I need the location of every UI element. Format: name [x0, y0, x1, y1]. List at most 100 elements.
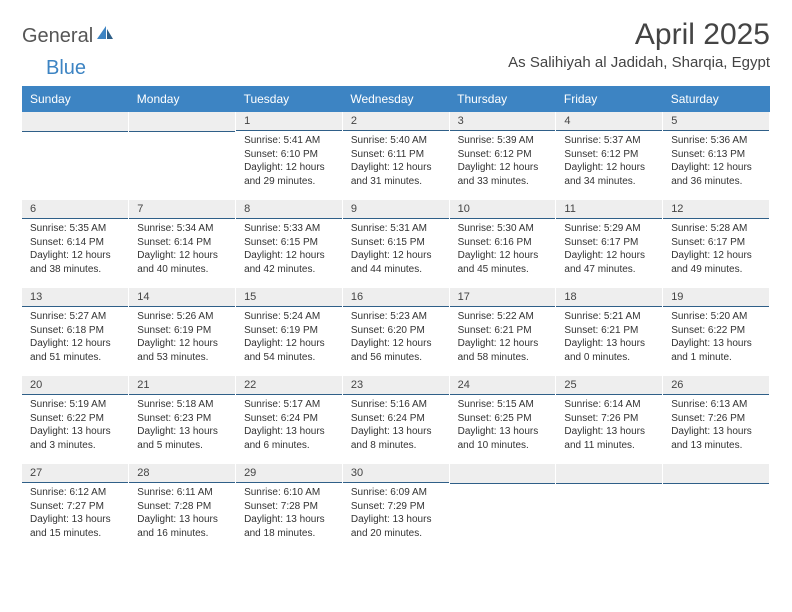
day-number-bar: 27	[22, 464, 128, 483]
day-number-bar: 25	[556, 376, 662, 395]
daylight-line: Daylight: 13 hours and 15 minutes.	[30, 513, 120, 540]
weekday-header: Tuesday	[236, 86, 343, 112]
title-block: April 2025 As Salihiyah al Jadidah, Shar…	[508, 18, 770, 71]
sunrise-line: Sunrise: 6:11 AM	[137, 486, 227, 500]
daylight-line: Daylight: 13 hours and 0 minutes.	[564, 337, 654, 364]
day-detail: Sunrise: 5:18 AMSunset: 6:23 PMDaylight:…	[129, 395, 235, 456]
day-number-bar: 1	[236, 112, 342, 131]
sunset-line: Sunset: 6:13 PM	[671, 148, 761, 162]
day-number-bar: 30	[343, 464, 449, 483]
sunset-line: Sunset: 6:25 PM	[458, 412, 548, 426]
day-detail: Sunrise: 5:22 AMSunset: 6:21 PMDaylight:…	[450, 307, 556, 368]
sunrise-line: Sunrise: 5:17 AM	[244, 398, 334, 412]
daylight-line: Daylight: 12 hours and 42 minutes.	[244, 249, 334, 276]
calendar-cell: 9Sunrise: 5:31 AMSunset: 6:15 PMDaylight…	[342, 200, 449, 288]
day-number-bar: 7	[129, 200, 235, 219]
sunrise-line: Sunrise: 5:22 AM	[458, 310, 548, 324]
daylight-line: Daylight: 12 hours and 29 minutes.	[244, 161, 334, 188]
day-detail: Sunrise: 6:11 AMSunset: 7:28 PMDaylight:…	[129, 483, 235, 544]
calendar-cell: 14Sunrise: 5:26 AMSunset: 6:19 PMDayligh…	[129, 288, 236, 376]
calendar-cell: 22Sunrise: 5:17 AMSunset: 6:24 PMDayligh…	[236, 376, 343, 464]
day-number-bar: 15	[236, 288, 342, 307]
sunrise-line: Sunrise: 5:34 AM	[137, 222, 227, 236]
sunset-line: Sunset: 6:15 PM	[244, 236, 334, 250]
weekday-header: Friday	[556, 86, 663, 112]
weekday-header: Monday	[129, 86, 236, 112]
day-number-bar: 6	[22, 200, 128, 219]
daylight-line: Daylight: 12 hours and 36 minutes.	[671, 161, 761, 188]
daylight-line: Daylight: 12 hours and 47 minutes.	[564, 249, 654, 276]
calendar-cell: 13Sunrise: 5:27 AMSunset: 6:18 PMDayligh…	[22, 288, 129, 376]
day-detail: Sunrise: 5:31 AMSunset: 6:15 PMDaylight:…	[343, 219, 449, 280]
calendar-cell-empty	[129, 112, 236, 200]
sunset-line: Sunset: 6:19 PM	[137, 324, 227, 338]
day-detail: Sunrise: 5:28 AMSunset: 6:17 PMDaylight:…	[663, 219, 769, 280]
day-detail	[450, 484, 556, 491]
sunset-line: Sunset: 6:21 PM	[564, 324, 654, 338]
daylight-line: Daylight: 12 hours and 44 minutes.	[351, 249, 441, 276]
calendar-row: 27Sunrise: 6:12 AMSunset: 7:27 PMDayligh…	[22, 464, 770, 552]
daylight-line: Daylight: 12 hours and 33 minutes.	[458, 161, 548, 188]
weekday-header: Saturday	[663, 86, 770, 112]
brand-logo: General	[22, 24, 117, 48]
weekday-header: Wednesday	[342, 86, 449, 112]
day-detail: Sunrise: 5:33 AMSunset: 6:15 PMDaylight:…	[236, 219, 342, 280]
day-detail: Sunrise: 5:23 AMSunset: 6:20 PMDaylight:…	[343, 307, 449, 368]
daylight-line: Daylight: 13 hours and 16 minutes.	[137, 513, 227, 540]
daylight-line: Daylight: 12 hours and 40 minutes.	[137, 249, 227, 276]
day-number-bar	[663, 464, 769, 484]
day-number-bar: 21	[129, 376, 235, 395]
sunset-line: Sunset: 6:14 PM	[30, 236, 120, 250]
brand-general: General	[22, 25, 93, 48]
daylight-line: Daylight: 12 hours and 56 minutes.	[351, 337, 441, 364]
calendar-row: 1Sunrise: 5:41 AMSunset: 6:10 PMDaylight…	[22, 112, 770, 200]
sunrise-line: Sunrise: 5:18 AM	[137, 398, 227, 412]
day-detail	[663, 484, 769, 491]
calendar-cell: 28Sunrise: 6:11 AMSunset: 7:28 PMDayligh…	[129, 464, 236, 552]
sunset-line: Sunset: 6:15 PM	[351, 236, 441, 250]
day-number-bar	[22, 112, 128, 132]
sunrise-line: Sunrise: 5:27 AM	[30, 310, 120, 324]
sunset-line: Sunset: 6:19 PM	[244, 324, 334, 338]
sunset-line: Sunset: 6:22 PM	[671, 324, 761, 338]
sunset-line: Sunset: 7:26 PM	[671, 412, 761, 426]
weekday-header: Thursday	[449, 86, 556, 112]
sunrise-line: Sunrise: 6:14 AM	[564, 398, 654, 412]
sunset-line: Sunset: 6:16 PM	[458, 236, 548, 250]
day-number-bar: 13	[22, 288, 128, 307]
sunset-line: Sunset: 7:28 PM	[137, 500, 227, 514]
calendar-cell: 29Sunrise: 6:10 AMSunset: 7:28 PMDayligh…	[236, 464, 343, 552]
day-number-bar: 11	[556, 200, 662, 219]
day-number-bar	[129, 112, 235, 132]
day-number-bar: 19	[663, 288, 769, 307]
day-number-bar: 3	[450, 112, 556, 131]
day-number-bar: 17	[450, 288, 556, 307]
day-number-bar: 20	[22, 376, 128, 395]
day-detail: Sunrise: 5:39 AMSunset: 6:12 PMDaylight:…	[450, 131, 556, 192]
sunrise-line: Sunrise: 5:15 AM	[458, 398, 548, 412]
calendar-cell: 5Sunrise: 5:36 AMSunset: 6:13 PMDaylight…	[663, 112, 770, 200]
calendar-cell: 21Sunrise: 5:18 AMSunset: 6:23 PMDayligh…	[129, 376, 236, 464]
day-number-bar: 29	[236, 464, 342, 483]
sunset-line: Sunset: 6:18 PM	[30, 324, 120, 338]
sunset-line: Sunset: 6:24 PM	[244, 412, 334, 426]
brand-blue: Blue	[46, 57, 86, 80]
day-detail: Sunrise: 5:21 AMSunset: 6:21 PMDaylight:…	[556, 307, 662, 368]
calendar-cell: 19Sunrise: 5:20 AMSunset: 6:22 PMDayligh…	[663, 288, 770, 376]
calendar-cell: 2Sunrise: 5:40 AMSunset: 6:11 PMDaylight…	[342, 112, 449, 200]
daylight-line: Daylight: 12 hours and 45 minutes.	[458, 249, 548, 276]
sunrise-line: Sunrise: 5:30 AM	[458, 222, 548, 236]
day-detail	[556, 484, 662, 491]
daylight-line: Daylight: 13 hours and 11 minutes.	[564, 425, 654, 452]
sunrise-line: Sunrise: 5:37 AM	[564, 134, 654, 148]
calendar-cell-empty	[663, 464, 770, 552]
daylight-line: Daylight: 13 hours and 18 minutes.	[244, 513, 334, 540]
day-detail	[129, 132, 235, 139]
sunset-line: Sunset: 6:17 PM	[671, 236, 761, 250]
day-detail: Sunrise: 6:14 AMSunset: 7:26 PMDaylight:…	[556, 395, 662, 456]
sunrise-line: Sunrise: 5:41 AM	[244, 134, 334, 148]
daylight-line: Daylight: 12 hours and 31 minutes.	[351, 161, 441, 188]
day-number-bar: 12	[663, 200, 769, 219]
calendar-cell: 7Sunrise: 5:34 AMSunset: 6:14 PMDaylight…	[129, 200, 236, 288]
sunrise-line: Sunrise: 5:36 AM	[671, 134, 761, 148]
